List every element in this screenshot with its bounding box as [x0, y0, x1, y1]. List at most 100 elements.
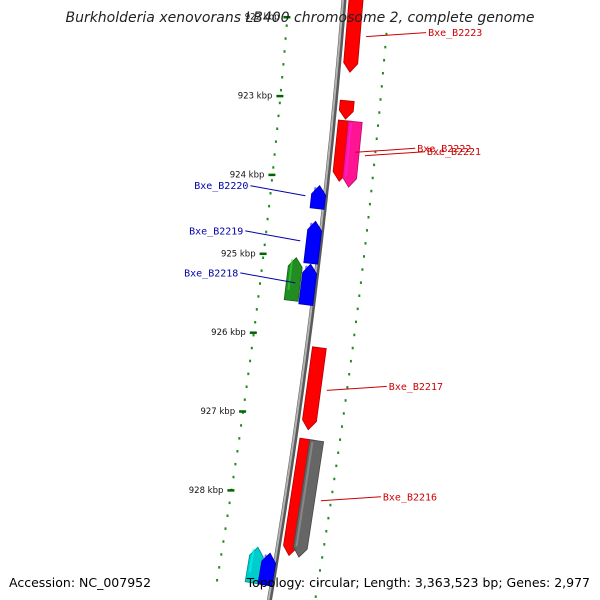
inner-dot: [222, 540, 225, 543]
outer-dot: [359, 281, 362, 284]
inner-dot: [266, 217, 269, 221]
outer-dot: [327, 516, 330, 520]
outer-dot: [337, 451, 340, 454]
gene-label[interactable]: Bxe_B2220: [194, 181, 248, 192]
gene-arrow-body: [309, 184, 327, 210]
gene-arrow-body: [283, 257, 303, 302]
inner-dot: [282, 63, 285, 66]
inner-dot: [268, 204, 271, 208]
inner-dot: [265, 230, 268, 234]
inner-dot: [224, 527, 227, 530]
gene-label-leader: [326, 385, 387, 391]
gene-arrow[interactable]: [283, 257, 303, 302]
gene-arrow-shine: [313, 187, 317, 199]
gene-arrow-body: [342, 120, 363, 188]
gene-label[interactable]: Bxe_B2217: [389, 382, 443, 393]
inner-dot: [250, 346, 253, 350]
inner-dot: [259, 282, 261, 285]
inner-dot: [262, 256, 265, 259]
tick-label: 926 kbp: [211, 328, 246, 338]
outer-dot: [348, 373, 351, 376]
tick-label: 927 kbp: [200, 407, 235, 417]
gene-arrow-shine: [345, 0, 353, 62]
gene-arrow-shine: [287, 259, 294, 291]
gene-arrow-bxe_b2219[interactable]: [303, 220, 323, 265]
gene-label[interactable]: Bxe_B2219: [189, 226, 243, 237]
gene-arrow[interactable]: [338, 99, 355, 120]
outer-dot: [351, 346, 354, 350]
outer-dot: [385, 32, 388, 36]
inner-dot: [281, 76, 284, 79]
gene-arrow-shine: [335, 122, 343, 171]
outer-dot: [331, 490, 334, 494]
inner-dot: [273, 153, 276, 156]
gene-arrow[interactable]: [244, 546, 264, 585]
inner-dot: [218, 566, 221, 569]
gene-label-leader: [240, 272, 296, 284]
inner-dot: [247, 372, 250, 376]
gene-arrow-bxe_b2218[interactable]: [298, 263, 318, 307]
inner-dot: [240, 424, 243, 427]
outer-dot: [363, 255, 365, 258]
gene-arrow-shine: [304, 348, 317, 420]
inner-dot: [276, 127, 279, 130]
inner-dot: [245, 385, 248, 388]
topology-text: Topology: circular; Length: 3,363,523 bp…: [246, 575, 590, 590]
gene-label-leader: [364, 151, 425, 157]
inner-dot: [228, 501, 231, 505]
outer-dot: [356, 307, 359, 311]
outer-dot: [373, 163, 376, 167]
outer-dot: [377, 124, 379, 127]
gene-arrow-shine: [248, 548, 255, 573]
inner-dot: [216, 579, 219, 582]
inner-dot: [249, 359, 252, 363]
gene-arrow-shine: [307, 222, 313, 254]
inner-dot: [236, 450, 239, 453]
inner-dot: [232, 475, 235, 479]
gene-arrow[interactable]: [257, 552, 277, 587]
gene-label-leader: [355, 147, 416, 153]
inner-dot: [269, 192, 272, 195]
outer-dot: [384, 45, 387, 49]
outer-dot: [378, 111, 381, 114]
gene-arrow-shine: [302, 265, 308, 295]
inner-dot: [234, 462, 237, 466]
inner-dot: [254, 321, 257, 324]
kbp-ticks: 922 kbp 923 kbp 924 kbp 925 kbp 926 kbp 927 k…: [189, 13, 291, 496]
inner-dot: [280, 88, 282, 92]
inner-dot: [285, 24, 288, 27]
map-title: Burkholderia xenovorans LB400 chromosome…: [65, 10, 535, 26]
inner-dot: [284, 37, 287, 40]
gene-label[interactable]: Bxe_B2216: [383, 492, 437, 503]
gene-label[interactable]: Bxe_B2223: [428, 28, 482, 39]
outer-dot: [355, 320, 357, 324]
outer-dot: [375, 137, 378, 140]
gene-arrow-bxe_b2220[interactable]: [309, 184, 327, 210]
gene-arrow-bxe_b2223[interactable]: [343, 0, 364, 73]
inner-dot: [243, 398, 246, 401]
gene-label[interactable]: Bxe_B2218: [184, 268, 238, 279]
inner-dot: [263, 243, 266, 247]
inner-dot: [220, 553, 223, 556]
gene-arrow-body: [298, 263, 318, 307]
gene-label[interactable]: Bxe_B2221: [427, 147, 481, 158]
outer-dot: [379, 98, 382, 101]
gene-label-leader: [320, 496, 381, 502]
gene-arrow-body: [292, 439, 325, 558]
gene-label[interactable]: Bxe_B2222: [417, 144, 471, 155]
outer-dot: [342, 412, 345, 415]
outer-dot: [316, 582, 319, 585]
gene-label-leader: [245, 230, 301, 242]
gene-arrow-body: [338, 99, 355, 120]
gene-arrow-body: [302, 346, 327, 431]
gene-arrow-bxe_b2221[interactable]: [342, 120, 363, 188]
gene-arrow-body: [257, 552, 277, 587]
gene-arrow-bxe_b2217[interactable]: [302, 346, 327, 431]
gene-arrow-bxe_b2216[interactable]: [292, 439, 325, 558]
outer-dot: [346, 386, 349, 389]
outer-dot: [361, 268, 364, 271]
tick-label: 925 kbp: [221, 249, 256, 259]
inner-dot: [226, 514, 229, 517]
